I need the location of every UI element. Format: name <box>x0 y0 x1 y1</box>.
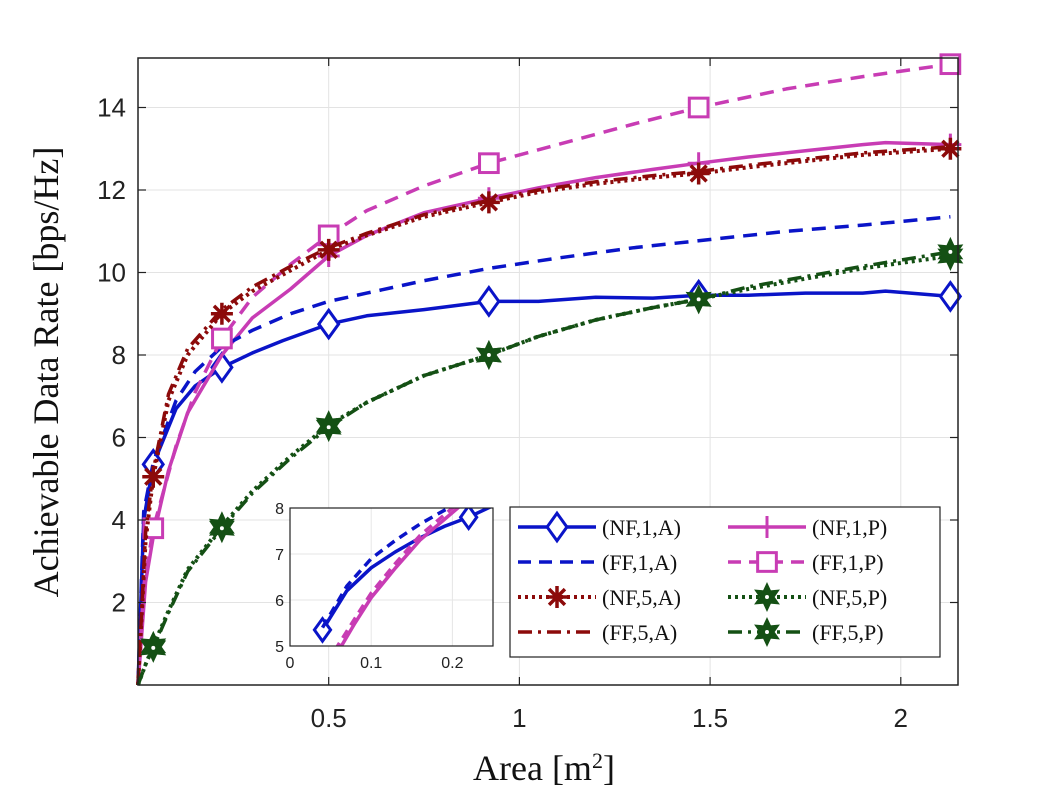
inset-series-ff-1-a <box>320 508 454 629</box>
marker-nf-5-a <box>939 137 962 160</box>
y-axis-label: Achievable Data Rate [bps/Hz] <box>26 147 66 598</box>
y-tick-label: 6 <box>112 423 126 453</box>
y-tick-label: 12 <box>97 175 126 205</box>
series-line-ff-1-a <box>136 215 951 686</box>
marker-ff-5-p-center <box>326 425 331 430</box>
main-axes-box <box>137 57 959 686</box>
legend-label: (NF,1,A) <box>602 515 681 540</box>
legend-marker <box>545 510 569 544</box>
x-axis-label: Area [m2] <box>473 748 615 788</box>
marker-ff-5-p-center <box>696 297 701 302</box>
legend-label: (NF,5,A) <box>602 585 681 610</box>
inset-y-tick-label: 8 <box>275 501 284 518</box>
marker-nf-5-a <box>477 191 500 214</box>
marker-nf-1-a <box>477 285 501 318</box>
marker-ff-1-p <box>478 152 500 175</box>
marker-ff-1-p <box>687 96 710 119</box>
legend-label: (FF,1,A) <box>602 550 677 575</box>
legend-label: (NF,1,P) <box>812 515 887 540</box>
legend-marker <box>756 551 778 573</box>
legend-items: (NF,1,A) (NF,1,P) (FF,1,A) (FF,1,P) (NF,5,A)… <box>518 510 887 647</box>
series-line-ff-5-p <box>136 250 951 686</box>
inset-y-tick-label: 7 <box>275 547 284 564</box>
legend-entry-nf-1-a: (NF,1,A) <box>518 510 681 544</box>
legend-label: (FF,1,P) <box>812 550 884 575</box>
marker-ff-5-p-center <box>219 526 224 531</box>
legend-marker <box>546 586 568 608</box>
inset-line-nf-1-p <box>339 508 461 646</box>
inset-series-ff-1-p <box>335 508 456 646</box>
inset-marker-nf-1-a <box>312 616 333 644</box>
marker-ff-5-p-center <box>151 645 156 650</box>
series-line-nf-1-a <box>136 289 951 686</box>
marker-nf-1-a <box>938 280 963 313</box>
x-tick-label: 1 <box>512 703 526 733</box>
inset-x-tick-label: 0 <box>286 655 295 672</box>
marker-nf-5-a <box>317 238 340 261</box>
inset-marker-nf-1-a <box>458 508 479 532</box>
series-line-ff-5-a <box>136 144 951 686</box>
y-axis-ticks: 2 4 6 8 10 12 14 <box>97 93 958 618</box>
series-line-nf-5-a <box>136 146 951 686</box>
series-ff-1-a <box>136 215 951 686</box>
marker-nf-1-a <box>316 307 341 341</box>
x-tick-label: 2 <box>894 703 908 733</box>
inset-ticks: 0 0.1 0.2 5 6 7 8 <box>275 501 464 672</box>
legend-label: (FF,5,A) <box>602 620 677 645</box>
legend-entry-ff-5-p: (FF,5,P) <box>728 617 884 647</box>
legend-marker <box>756 516 778 538</box>
y-tick-label: 14 <box>97 93 126 123</box>
legend-entry-ff-1-a: (FF,1,A) <box>518 550 677 575</box>
legend-marker-center <box>765 630 769 634</box>
x-axis-ticks: 0.5 1 1.5 2 <box>311 58 908 733</box>
series-ff-5-a <box>136 144 951 686</box>
legend-entry-nf-5-p: (NF,5,P) <box>728 582 887 612</box>
y-tick-label: 4 <box>112 505 126 535</box>
inset-x-tick-label: 0.2 <box>441 655 463 672</box>
inset-axes-box <box>289 507 494 647</box>
legend-entry-nf-5-a: (NF,5,A) <box>518 585 681 610</box>
inset-series-nf-1-p <box>339 508 461 646</box>
marker-ff-5-p-center <box>948 249 953 254</box>
inset-line-ff-1-a <box>320 508 454 629</box>
inset-y-tick-label: 5 <box>275 639 284 656</box>
y-tick-label: 8 <box>112 340 126 370</box>
series-ff-5-p <box>136 236 964 686</box>
y-tick-label: 2 <box>112 588 126 618</box>
marker-ff-1-p <box>939 53 962 76</box>
x-tick-label: 0.5 <box>311 703 347 733</box>
x-tick-label: 1.5 <box>692 703 728 733</box>
y-tick-label: 10 <box>97 258 126 288</box>
legend-entry-nf-1-p: (NF,1,P) <box>728 515 887 540</box>
series-ff-1-p <box>136 53 962 686</box>
legend-entry-ff-5-a: (FF,5,A) <box>518 620 677 645</box>
inset-y-tick-label: 6 <box>275 593 284 610</box>
marker-ff-1-p <box>211 327 233 350</box>
marker-nf-5-a <box>687 162 710 185</box>
inset-plot-lines <box>312 508 493 646</box>
main-plot-lines <box>136 53 964 686</box>
legend-label: (NF,5,P) <box>812 585 887 610</box>
legend-entry-ff-1-p: (FF,1,P) <box>728 550 884 575</box>
inset-line-ff-1-p <box>335 508 456 646</box>
legend-marker-center <box>765 595 769 599</box>
inset-x-tick-label: 0.1 <box>360 655 382 672</box>
inset-series-nf-1-a <box>312 508 493 644</box>
series-line-ff-1-p <box>136 62 951 686</box>
marker-ff-5-p-center <box>486 353 491 357</box>
marker-nf-5-a <box>210 302 233 325</box>
legend-label: (FF,5,P) <box>812 620 884 645</box>
